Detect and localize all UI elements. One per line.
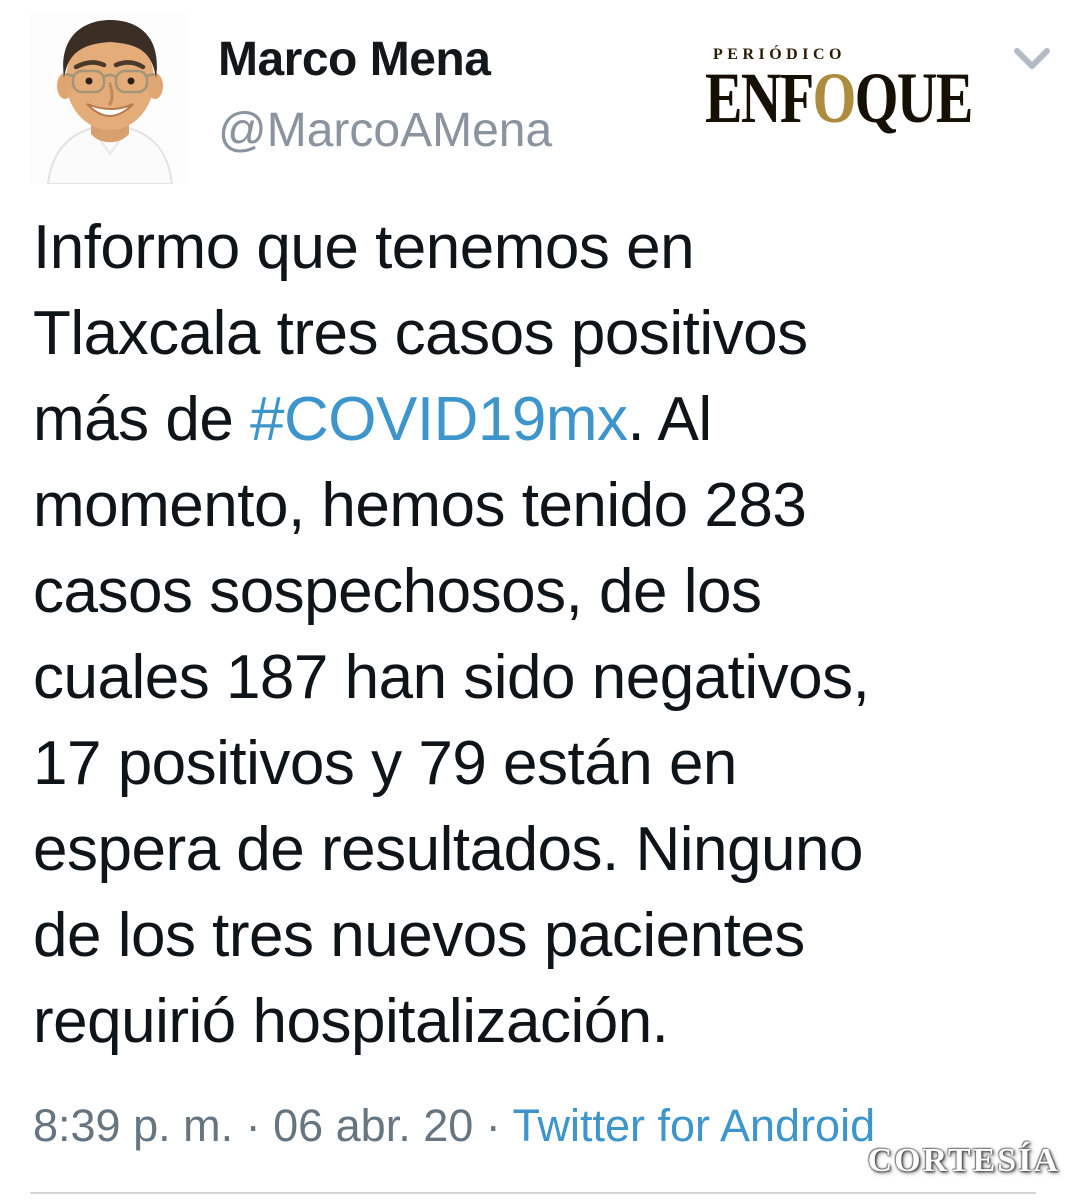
tweet-text-segment: . Al momento, hemos tenido 283 casos sos… bbox=[33, 385, 870, 1056]
tweet-text: Informo que tenemos en Tlaxcala tres cas… bbox=[33, 205, 1063, 1065]
divider-line bbox=[30, 1192, 1036, 1194]
avatar-photo bbox=[30, 12, 190, 184]
source-link[interactable]: Twitter for Android bbox=[512, 1100, 876, 1151]
hashtag-link[interactable]: #COVID19mx bbox=[250, 385, 628, 454]
brand-gold-letter: O bbox=[812, 58, 857, 138]
brand-text-post: QUE bbox=[854, 58, 974, 138]
tweet-meta: 8:39 p. m. · 06 abr. 20 · Twitter for An… bbox=[33, 1098, 875, 1154]
publisher-kicker: PERIÓDICO bbox=[713, 46, 846, 63]
user-handle[interactable]: @MarcoAMena bbox=[218, 104, 553, 157]
chevron-down-icon[interactable] bbox=[1012, 46, 1052, 72]
courtesy-watermark: CORTESÍA bbox=[867, 1142, 1060, 1179]
timestamp: 8:39 p. m. · 06 abr. 20 · bbox=[33, 1100, 513, 1151]
display-name[interactable]: Marco Mena bbox=[218, 33, 491, 86]
tweet-text-segment: Informo que tenemos en Tlaxcala tres cas… bbox=[33, 213, 808, 454]
brand-text-pre: ENF bbox=[705, 58, 814, 138]
avatar[interactable] bbox=[30, 12, 190, 184]
publisher-brand: ENFOQUE bbox=[705, 62, 973, 134]
publisher-logo: PERIÓDICO ENFOQUE bbox=[705, 46, 1017, 134]
